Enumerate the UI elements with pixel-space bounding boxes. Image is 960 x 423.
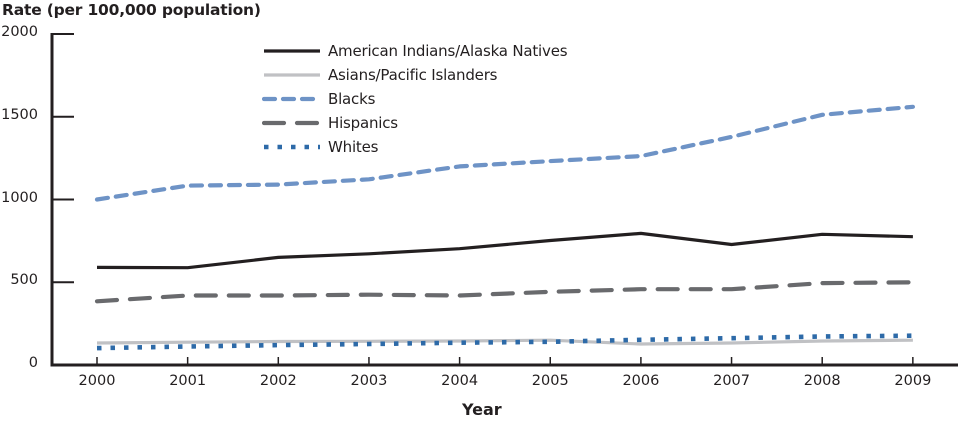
- legend-label: Whites: [328, 138, 379, 156]
- legend-item-hispanics: Hispanics: [262, 111, 567, 135]
- y-tick-label: 500: [10, 272, 38, 289]
- series-line: [94, 280, 916, 304]
- x-tick-label: 2003: [350, 373, 388, 389]
- x-tick-label: 2009: [894, 373, 932, 389]
- legend-item-blacks: Blacks: [262, 87, 567, 111]
- legend-label: American Indians/Alaska Natives: [328, 42, 568, 60]
- legend-item-asians-pacific-islanders: Asians/Pacific Islanders: [262, 63, 567, 87]
- y-tick-label: 1000: [1, 189, 38, 206]
- series-lines: [94, 104, 916, 351]
- series-line: [96, 231, 913, 270]
- legend-swatch-dashed-blue-icon: [262, 96, 322, 102]
- y-axis-title: Rate (per 100,000 population): [2, 1, 261, 19]
- legend-swatch-long-dashed-gray-icon: [262, 120, 322, 126]
- x-tick-label: 2006: [622, 373, 660, 389]
- y-tick-label: 0: [28, 355, 38, 371]
- x-tick-label: 2004: [441, 373, 479, 389]
- x-tick-label: 2007: [713, 373, 750, 389]
- legend-item-american-indians-alaska-natives: American Indians/Alaska Natives: [262, 39, 568, 63]
- axes: [50, 33, 958, 367]
- series-line: [96, 333, 913, 351]
- legend-label: Blacks: [328, 90, 376, 108]
- x-tick-label: 2001: [169, 373, 207, 389]
- legend-swatch-solid-gray-icon: [264, 73, 320, 77]
- legend: American Indians/Alaska Natives Asians/P…: [262, 39, 568, 159]
- x-tick-label: 2008: [803, 373, 841, 389]
- y-tick-label: 2000: [1, 24, 38, 40]
- legend-label: Asians/Pacific Islanders: [328, 66, 498, 84]
- x-tick-label: 2002: [259, 373, 297, 389]
- legend-swatch-solid-black-icon: [264, 49, 320, 53]
- legend-item-whites: Whites: [262, 135, 567, 159]
- legend-label: Hispanics: [328, 114, 398, 132]
- x-tick-label: 2000: [78, 373, 116, 389]
- x-tick-label: 2005: [531, 373, 569, 389]
- series-line: [94, 104, 916, 202]
- legend-swatch-dotted-blue-icon: [264, 144, 320, 150]
- y-tick-label: 1500: [1, 106, 38, 123]
- x-axis-title: Year: [462, 400, 502, 419]
